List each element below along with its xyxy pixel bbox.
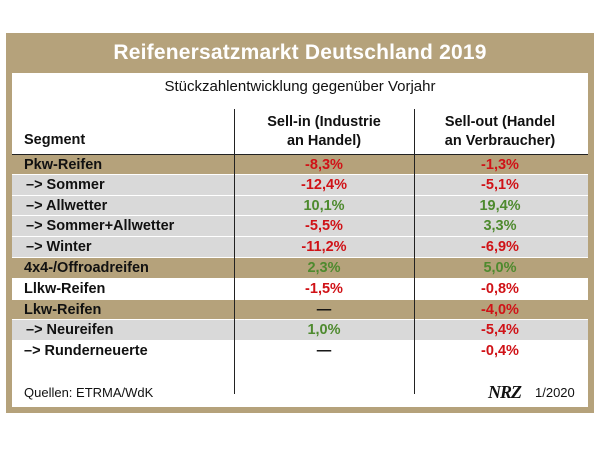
row-sellin: 2,3% <box>307 259 341 276</box>
row-segment: –> Allwetter <box>26 197 108 214</box>
row-sellin: -12,4% <box>301 176 347 193</box>
row-sellin: 1,0% <box>307 322 341 339</box>
source-note: Quellen: ETRMA/WdK <box>24 385 154 400</box>
row-segment: –> Sommer <box>26 176 105 193</box>
row-sellout: 3,3% <box>483 218 517 235</box>
row-sellout: -0,8% <box>481 280 519 297</box>
subtitle: Stückzahlentwicklung gegenüber Vorjahr <box>164 78 436 95</box>
column-header-segment: Segment <box>24 132 86 148</box>
column-header-sellout-line1: Sell-out (Handel <box>444 114 556 130</box>
infographic-frame: Reifenersatzmarkt Deutschland 2019 Stück… <box>6 33 594 413</box>
column-divider-2 <box>414 109 415 394</box>
row-segment: –> Runderneuerte <box>24 343 148 360</box>
table-panel: Stückzahlentwicklung gegenüber Vorjahr S… <box>12 73 588 407</box>
row-sellout: -5,4% <box>481 322 519 339</box>
row-sellin: -8,3% <box>305 157 343 173</box>
row-sellout: 19,4% <box>479 197 521 214</box>
column-header-sellout-line2: an Verbraucher) <box>444 133 556 149</box>
row-sellin: -5,5% <box>305 218 343 235</box>
issue-number: 1/2020 <box>535 385 575 400</box>
column-header-sellout: Sell-out (Handel an Verbraucher) <box>414 113 586 151</box>
table-row: Llkw-Reifen -1,5% -0,8% <box>12 278 588 300</box>
row-sellin: -1,5% <box>305 280 343 297</box>
row-sellout: -4,0% <box>481 301 519 318</box>
row-segment: Llkw-Reifen <box>24 280 106 297</box>
row-sellin: -11,2% <box>301 239 347 256</box>
row-segment: Pkw-Reifen <box>24 157 103 173</box>
row-segment: –> Neureifen <box>26 322 114 339</box>
row-sellout: -0,4% <box>481 343 519 360</box>
table-header: Segment Sell-in (Industrie an Handel) Se… <box>12 112 588 152</box>
table-row: Lkw-Reifen — -4,0% <box>12 299 588 321</box>
row-sellin: — <box>316 343 332 360</box>
table-row: –> Sommer+Allwetter -5,5% 3,3% <box>12 216 588 238</box>
table-body: Pkw-Reifen -8,3% -1,3% –> Sommer -12,4% … <box>12 154 588 362</box>
column-header-sellin-line1: Sell-in (Industrie <box>267 114 381 130</box>
row-sellout: -5,1% <box>481 176 519 193</box>
table-row: –> Winter -11,2% -6,9% <box>12 237 588 258</box>
table-row: –> Runderneuerte — -0,4% <box>12 341 588 362</box>
row-sellout: -6,9% <box>481 239 519 256</box>
row-segment: –> Winter <box>26 239 92 256</box>
table-row: –> Sommer -12,4% -5,1% <box>12 174 588 196</box>
row-sellin: 10,1% <box>303 197 345 214</box>
row-sellin: — <box>316 301 332 318</box>
table-row: 4x4-/Offroadreifen 2,3% 5,0% <box>12 257 588 279</box>
table-row: –> Neureifen 1,0% -5,4% <box>12 320 588 342</box>
table-row: Pkw-Reifen -8,3% -1,3% <box>12 154 588 175</box>
publisher-logo: NRZ <box>488 382 522 402</box>
row-sellout: -1,3% <box>481 157 519 173</box>
row-segment: 4x4-/Offroadreifen <box>24 259 149 276</box>
row-sellout: 5,0% <box>483 259 517 276</box>
page-title: Reifenersatzmarkt Deutschland 2019 <box>113 41 487 64</box>
table-row: –> Allwetter 10,1% 19,4% <box>12 195 588 217</box>
row-segment: Lkw-Reifen <box>24 301 102 318</box>
column-header-sellin-line2: an Handel) <box>286 133 362 149</box>
column-divider-1 <box>234 109 235 394</box>
column-header-sellin: Sell-in (Industrie an Handel) <box>234 113 414 151</box>
row-segment: –> Sommer+Allwetter <box>26 218 175 235</box>
